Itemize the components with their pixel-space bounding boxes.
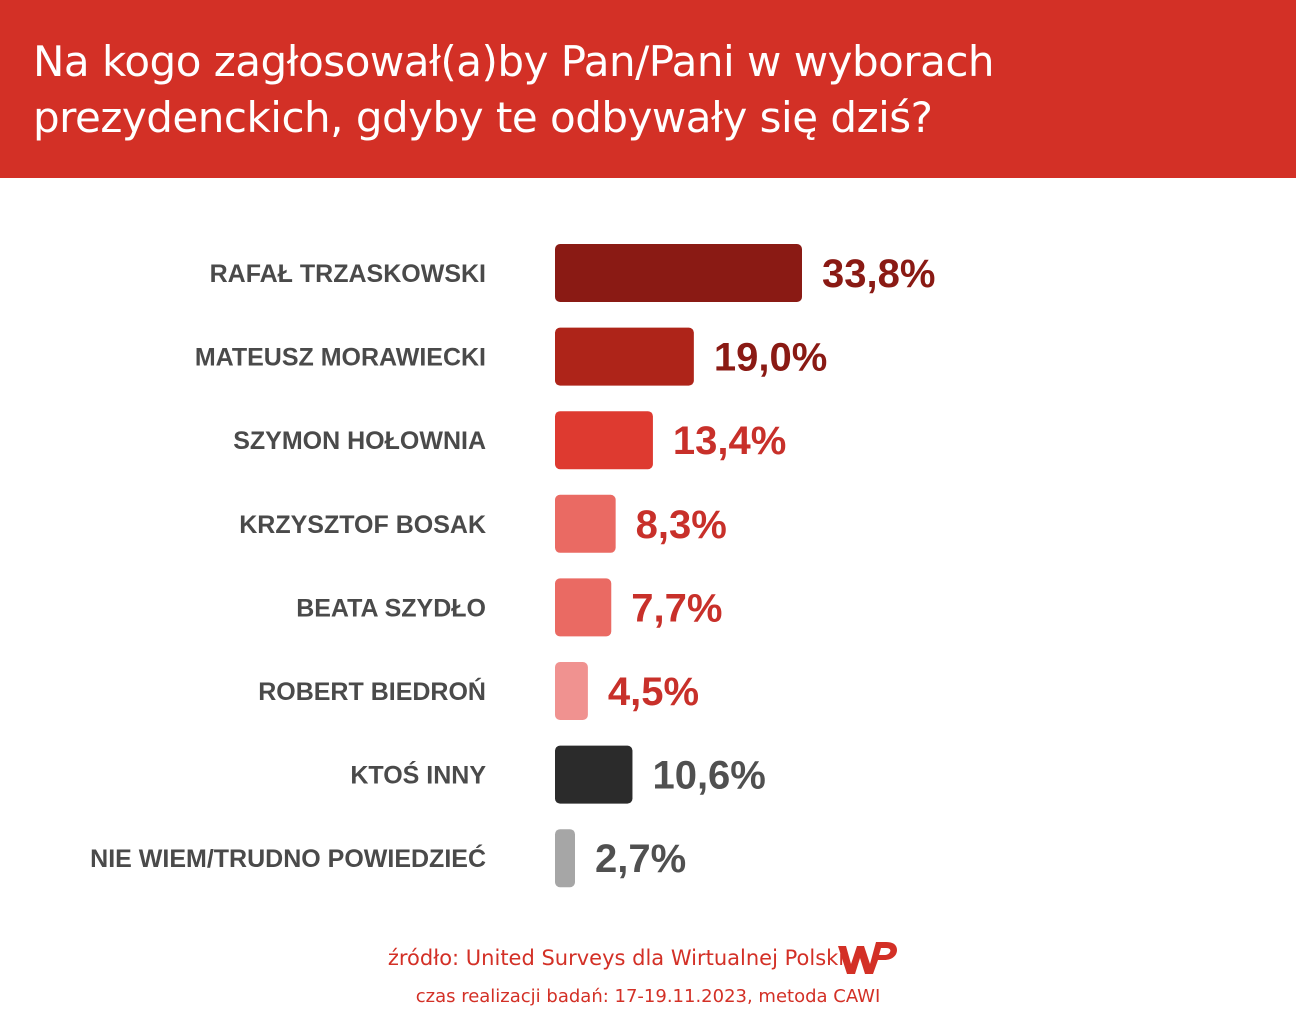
- header-banner: Na kogo zagłosował(a)by Pan/Pani w wybor…: [0, 0, 1296, 178]
- bar-chart: RAFAŁ TRZASKOWSKI 33,8% MATEUSZ MORAWIECKI…: [90, 244, 935, 888]
- wp-logo-icon: [838, 942, 897, 974]
- value-label: 33,8%: [822, 252, 935, 296]
- value-label: 4,5%: [608, 670, 699, 714]
- bar: [555, 327, 694, 386]
- bar: [555, 494, 616, 553]
- page-title: Na kogo zagłosował(a)by Pan/Pani w wybor…: [33, 37, 995, 142]
- bar: [555, 662, 588, 720]
- bar: [555, 745, 633, 804]
- value-label: 10,6%: [652, 754, 765, 798]
- bar: [555, 244, 802, 302]
- value-label: 8,3%: [636, 503, 727, 547]
- category-label: NIE WIEM/TRUDNO POWIEDZIEĆ: [90, 843, 486, 873]
- category-label: KRZYSZTOF BOSAK: [239, 511, 486, 539]
- category-label: MATEUSZ MORAWIECKI: [195, 344, 486, 372]
- category-label: BEATA SZYDŁO: [296, 594, 486, 622]
- bar: [555, 578, 612, 637]
- bar: [555, 411, 653, 470]
- category-label: RAFAŁ TRZASKOWSKI: [210, 260, 486, 288]
- bar: [555, 829, 575, 888]
- value-label: 7,7%: [631, 586, 722, 630]
- source-note: źródło: United Surveys dla Wirtualnej Po…: [387, 946, 845, 970]
- category-label: KTOŚ INNY: [350, 760, 486, 790]
- value-label: 19,0%: [714, 336, 827, 380]
- survey-date-note: czas realizacji badań: 17-19.11.2023, me…: [415, 986, 881, 1007]
- value-label: 2,7%: [595, 837, 686, 881]
- category-label: SZYMON HOŁOWNIA: [233, 427, 486, 455]
- value-label: 13,4%: [673, 419, 786, 463]
- category-label: ROBERT BIEDROŃ: [258, 677, 486, 706]
